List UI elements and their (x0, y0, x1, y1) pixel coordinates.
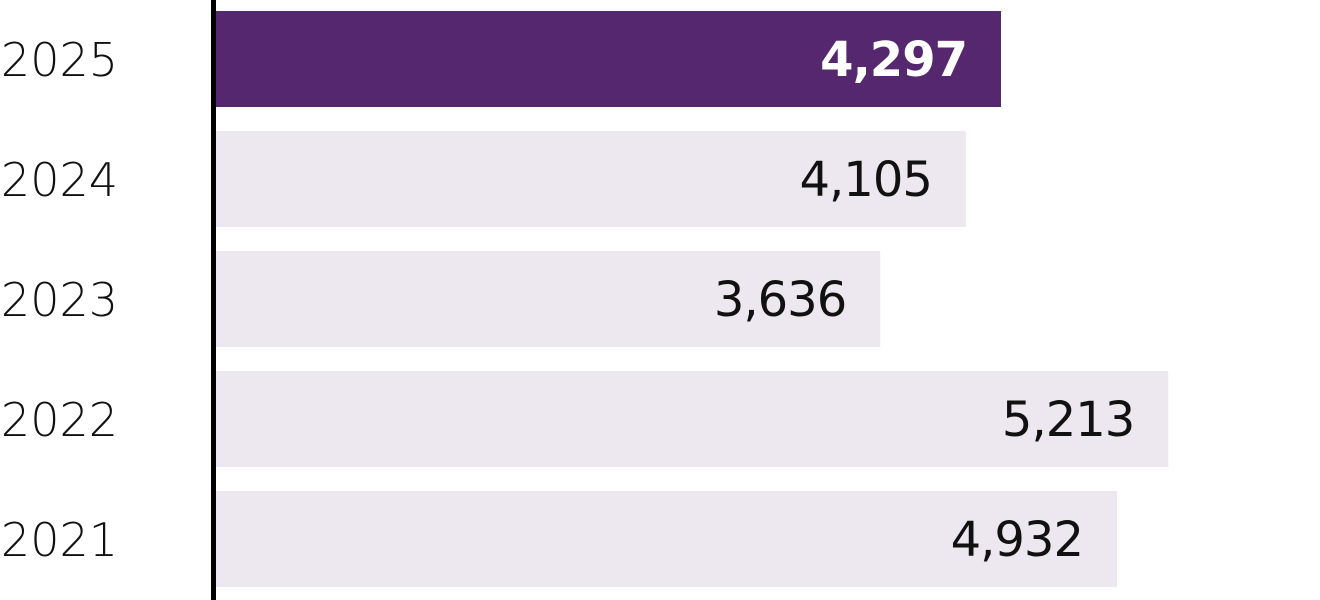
bar-2024 (216, 131, 966, 227)
data-label-2025: 4,297 (820, 32, 967, 88)
bar-2021 (216, 491, 1118, 587)
bar-2023 (216, 251, 881, 347)
category-label-2024: 2024 (1, 153, 118, 207)
data-label-2024: 4,105 (800, 152, 932, 208)
y-axis-line (211, 0, 216, 600)
bar-2022 (216, 371, 1169, 467)
data-label-2022: 5,213 (1002, 392, 1134, 448)
data-label-2021: 4,932 (951, 512, 1083, 568)
bar-2025 (216, 11, 1001, 107)
category-label-2023: 2023 (1, 273, 118, 327)
category-label-2021: 2021 (1, 513, 118, 567)
category-label-2022: 2022 (1, 393, 118, 447)
category-label-2025: 2025 (1, 33, 118, 87)
data-label-2023: 3,636 (714, 272, 846, 328)
